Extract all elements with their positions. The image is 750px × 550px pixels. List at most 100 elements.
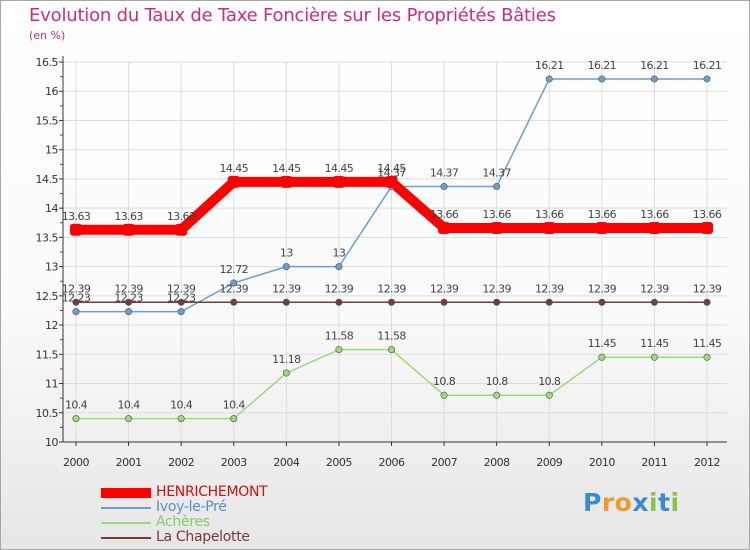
data-point-marker bbox=[230, 415, 238, 423]
unit-label: (en %) bbox=[29, 29, 66, 42]
legend-line-swatch bbox=[101, 507, 151, 509]
legend-label: La Chapelotte bbox=[156, 529, 250, 545]
x-tick-label: 2002 bbox=[168, 456, 194, 469]
data-point-marker bbox=[545, 298, 553, 306]
data-label: 12.39 bbox=[535, 282, 564, 295]
data-point-marker bbox=[650, 75, 658, 83]
data-point-marker bbox=[650, 298, 658, 306]
data-label: 12.39 bbox=[272, 282, 301, 295]
data-label: 12.39 bbox=[640, 282, 669, 295]
y-tick-label: 13.5 bbox=[36, 231, 59, 244]
data-point-marker bbox=[493, 298, 501, 306]
data-label: 11.58 bbox=[325, 330, 354, 343]
y-tick-label: 10.5 bbox=[36, 407, 59, 420]
data-label: 13 bbox=[333, 247, 346, 260]
data-point-marker bbox=[282, 263, 290, 271]
data-label: 12.39 bbox=[588, 282, 617, 295]
data-point-marker bbox=[122, 223, 135, 236]
data-label: 11.18 bbox=[272, 353, 301, 366]
data-label: 10.8 bbox=[486, 375, 509, 388]
data-label: 12.72 bbox=[220, 263, 249, 276]
data-point-marker bbox=[335, 298, 343, 306]
legend-line-swatch bbox=[101, 522, 151, 524]
data-point-marker bbox=[701, 222, 713, 235]
logo-letter: x bbox=[632, 488, 649, 517]
legend-line-swatch bbox=[101, 537, 151, 539]
data-point-marker bbox=[703, 353, 711, 361]
data-label: 14.45 bbox=[377, 162, 406, 175]
data-label: 13.66 bbox=[588, 208, 617, 221]
data-point-marker bbox=[387, 346, 395, 354]
logo-letter: i bbox=[649, 488, 659, 517]
data-label: 14.45 bbox=[325, 162, 354, 175]
data-point-marker bbox=[598, 75, 606, 83]
data-point-marker bbox=[177, 415, 185, 423]
data-point-marker bbox=[598, 353, 606, 361]
data-point-marker bbox=[440, 298, 448, 306]
data-point-marker bbox=[335, 263, 343, 271]
legend-label: Ivoy-le-Pré bbox=[156, 499, 227, 515]
data-label: 12.39 bbox=[114, 282, 143, 295]
data-label: 12.39 bbox=[220, 282, 249, 295]
proxiti-logo: Proxiti bbox=[583, 488, 680, 517]
data-label: 13.66 bbox=[482, 208, 511, 221]
data-label: 14.37 bbox=[430, 167, 459, 180]
data-point-marker bbox=[387, 298, 395, 306]
data-point-marker bbox=[175, 223, 188, 236]
data-point-marker bbox=[493, 183, 501, 191]
data-label: 12.23 bbox=[114, 292, 143, 305]
logo-letter: i bbox=[670, 488, 680, 517]
data-label: 13.66 bbox=[535, 208, 564, 221]
data-label: 12.39 bbox=[482, 282, 511, 295]
y-tick-label: 13 bbox=[45, 261, 58, 274]
y-tick-label: 16 bbox=[45, 85, 58, 98]
data-label: 13.63 bbox=[62, 210, 91, 223]
y-tick-label: 10 bbox=[45, 436, 58, 449]
data-point-marker bbox=[490, 222, 503, 235]
data-point-marker bbox=[177, 308, 185, 316]
data-label: 10.4 bbox=[118, 399, 141, 412]
legend-line-swatch bbox=[101, 488, 151, 498]
data-point-marker bbox=[282, 298, 290, 306]
y-tick-label: 11.5 bbox=[36, 348, 59, 361]
data-point-marker bbox=[493, 391, 501, 399]
data-label: 10.4 bbox=[170, 399, 193, 412]
y-tick-label: 12.5 bbox=[36, 290, 59, 303]
data-point-marker bbox=[545, 391, 553, 399]
data-point-marker bbox=[440, 391, 448, 399]
data-point-marker bbox=[230, 298, 238, 306]
data-label: 16.21 bbox=[535, 59, 564, 72]
data-point-marker bbox=[703, 75, 711, 83]
y-tick-label: 15 bbox=[45, 144, 58, 157]
data-point-marker bbox=[595, 222, 608, 235]
data-point-marker bbox=[332, 175, 345, 188]
x-tick-label: 2003 bbox=[221, 456, 247, 469]
x-tick-label: 2007 bbox=[431, 456, 457, 469]
data-label: 12.23 bbox=[62, 292, 91, 305]
data-label: 10.4 bbox=[223, 399, 246, 412]
data-label: 11.45 bbox=[640, 337, 669, 350]
x-tick-label: 2011 bbox=[641, 456, 667, 469]
data-point-marker bbox=[125, 298, 133, 306]
data-point-marker bbox=[177, 298, 185, 306]
data-point-marker bbox=[72, 415, 80, 423]
data-label: 16.21 bbox=[588, 59, 617, 72]
data-point-marker bbox=[125, 308, 133, 316]
y-tick-label: 12 bbox=[45, 319, 58, 332]
x-tick-label: 2005 bbox=[326, 456, 352, 469]
data-label: 13.63 bbox=[167, 210, 196, 223]
data-point-marker bbox=[280, 175, 293, 188]
data-label: 10.8 bbox=[538, 375, 561, 388]
y-tick-label: 11 bbox=[45, 378, 58, 391]
data-label: 16.21 bbox=[640, 59, 669, 72]
data-label: 13.66 bbox=[430, 208, 459, 221]
data-point-marker bbox=[70, 223, 82, 236]
x-tick-label: 2009 bbox=[536, 456, 562, 469]
x-tick-label: 2001 bbox=[116, 456, 142, 469]
data-label: 12.39 bbox=[430, 282, 459, 295]
data-point-marker bbox=[335, 346, 343, 354]
data-label: 12.39 bbox=[167, 282, 196, 295]
data-point-marker bbox=[650, 353, 658, 361]
line-chart: 10 10.5 11 11.5 12 12.5 13 13.5 14 14.5 15 15.5 16 16… bbox=[36, 56, 727, 469]
